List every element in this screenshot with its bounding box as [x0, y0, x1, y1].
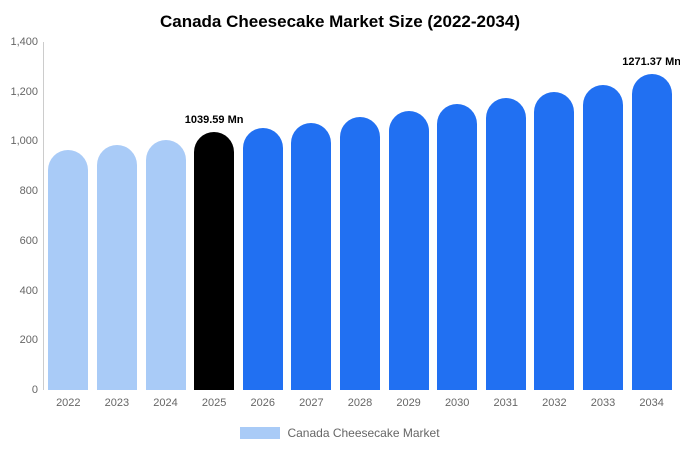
bar-2034: 1271.37 Mn	[622, 56, 680, 390]
x-tick-2033: 2033	[590, 397, 616, 409]
bar-2030	[437, 104, 478, 390]
legend[interactable]: Canada Cheesecake Market	[0, 426, 680, 440]
bar-slot-2032	[530, 42, 579, 390]
x-tick-2023: 2023	[104, 397, 130, 409]
bar-2031	[485, 97, 526, 390]
bar-slot-2022	[44, 42, 93, 390]
bar-slot-2024	[141, 42, 190, 390]
bar-2023	[96, 144, 137, 390]
x-axis: 2022 2023 2024 2025 2026 2027 2028 2029 2030 2031…	[44, 397, 676, 409]
legend-label: Canada Cheesecake Market	[287, 426, 440, 440]
bar-slot-2025: 1039.59 Mn	[185, 42, 243, 390]
x-tick-2028: 2028	[347, 397, 373, 409]
bar-2025: 1039.59 Mn	[185, 114, 243, 390]
bar-slot-2030	[433, 42, 482, 390]
bar-2027	[291, 122, 332, 390]
data-label-2025: 1039.59 Mn	[184, 113, 244, 126]
y-tick-1200: 1,200	[10, 85, 38, 98]
x-tick-2029: 2029	[396, 397, 421, 409]
x-tick-2030: 2030	[444, 397, 470, 409]
bar-slot-2031	[481, 42, 530, 390]
x-tick-2026: 2026	[250, 397, 275, 409]
x-tick-2027: 2027	[299, 397, 324, 409]
data-label-2034: 1271.37 Mn	[622, 55, 680, 68]
y-axis: 0 200 400 600 800 1,000 1,200 1,400	[0, 36, 38, 396]
y-tick-800: 800	[19, 185, 38, 198]
chart-title: Canada Cheesecake Market Size (2022-2034…	[159, 12, 521, 31]
y-tick-600: 600	[19, 234, 38, 247]
bar-2026	[242, 127, 283, 390]
y-axis-line	[43, 42, 44, 390]
x-tick-2031: 2031	[493, 397, 519, 409]
x-tick-2032: 2032	[542, 397, 567, 409]
y-tick-400: 400	[19, 284, 38, 297]
x-tick-2034: 2034	[639, 397, 664, 409]
bar-2033	[583, 84, 623, 390]
bar-slot-2023	[93, 42, 142, 390]
legend-swatch	[240, 427, 281, 439]
y-tick-200: 200	[19, 334, 38, 347]
y-tick-1400: 1,400	[10, 36, 38, 48]
x-tick-2022: 2022	[56, 397, 81, 409]
bar-slot-2033	[579, 42, 628, 390]
bar-2022	[48, 150, 89, 390]
x-tick-2025: 2025	[201, 397, 227, 409]
bar-slot-2029	[384, 42, 433, 390]
bar-slot-2028	[336, 42, 385, 390]
bar-slot-2034: 1271.37 Mn	[622, 42, 680, 390]
bar-2029	[388, 110, 429, 390]
bar-2032	[534, 91, 575, 390]
bar-slot-2026	[238, 42, 287, 390]
bar-2024	[145, 140, 186, 390]
bar-2028	[339, 117, 380, 390]
y-tick-0: 0	[31, 384, 38, 396]
y-tick-1000: 1,000	[10, 135, 38, 148]
x-tick-2024: 2024	[153, 397, 178, 409]
bar-slot-2027	[287, 42, 336, 390]
plot-area: 1039.59 Mn 1271.37 Mn	[44, 42, 680, 390]
